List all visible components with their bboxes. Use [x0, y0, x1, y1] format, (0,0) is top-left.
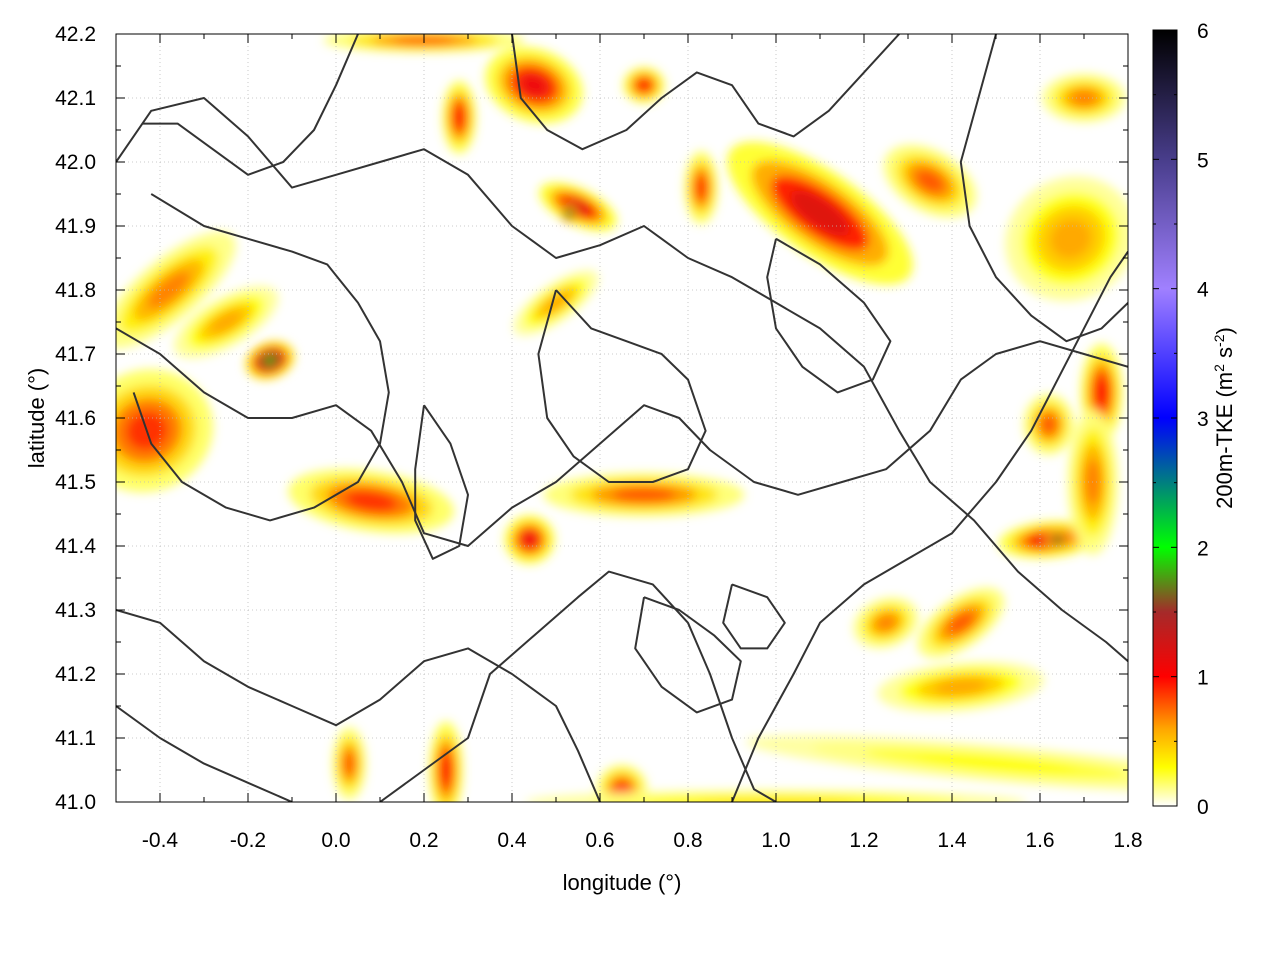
- colorbar-ticks: 0 1 2 3 4 5 6: [1153, 20, 1209, 819]
- contour-line-5: [731, 251, 1128, 802]
- y-tick-label: 41.1: [55, 727, 96, 750]
- x-tick-label: 0.6: [585, 829, 614, 852]
- tke-feature-24-layer-3: [934, 678, 988, 695]
- y-tick-label: 41.3: [55, 599, 96, 622]
- tke-feature-19-layer-3: [1053, 536, 1062, 543]
- tke-feature-15-layer-3: [521, 531, 538, 548]
- colorbar-tick-label: 4: [1197, 279, 1209, 302]
- x-tick-label: 1.8: [1113, 829, 1142, 852]
- contour-line-7: [959, 34, 1128, 343]
- tke-feature-16-layer-3: [612, 487, 676, 502]
- contour-line-3: [116, 705, 293, 802]
- tke-feature-13-layer-3: [209, 310, 243, 334]
- colorbar-tick-label: 2: [1197, 537, 1209, 560]
- y-tick-label: 42.0: [55, 151, 96, 174]
- x-axis: -0.4 -0.2 0.0 0.2 0.4 0.6 0.8 1.0 1.2 1.4 1.6 1.8: [142, 34, 1143, 852]
- x-axis-label: longitude (°): [563, 870, 682, 895]
- tke-feature-1-layer-3: [453, 105, 465, 129]
- tke-feature-6-layer-3: [790, 190, 850, 236]
- contour-line-9: [414, 404, 469, 560]
- contour-line-1: [116, 327, 1128, 547]
- y-tick-label: 42.2: [55, 23, 96, 46]
- contour-line-6: [511, 34, 900, 151]
- tke-feature-8-layer-3: [1050, 219, 1092, 259]
- contour-line-14: [142, 34, 359, 176]
- tke-feature-22-layer-3: [947, 611, 975, 634]
- tke-feature-21-layer-3: [1040, 414, 1057, 434]
- tke-heat-layer: [116, 34, 1128, 802]
- tke-feature-4-layer-3: [637, 79, 651, 91]
- tke-feature-20-layer-3: [1095, 377, 1109, 408]
- contour-line-11: [766, 237, 892, 394]
- y-tick-label: 41.9: [55, 215, 96, 238]
- colorbar-label: 200m-TKE (m2 s-2): [1211, 327, 1237, 509]
- colorbar-tick-label: 5: [1197, 149, 1209, 172]
- y-tick-label: 41.7: [55, 343, 96, 366]
- colorbar-tick-label: 6: [1197, 20, 1209, 43]
- x-tick-label: -0.2: [230, 829, 266, 852]
- colorbar-tick-label: 3: [1197, 408, 1209, 431]
- contour-line-13: [722, 583, 786, 650]
- tke-feature-2-layer-3: [565, 199, 591, 215]
- x-tick-label: 0.0: [321, 829, 350, 852]
- tke-feature-12-layer-3: [262, 354, 278, 367]
- y-tick-label: 41.2: [55, 663, 96, 686]
- x-tick-label: 1.2: [849, 829, 878, 852]
- colorbar: 0 1 2 3 4 5 6 200m-TKE (m2 s-2): [1152, 20, 1237, 819]
- x-tick-label: 0.8: [673, 829, 702, 852]
- y-tick-label: 41.5: [55, 471, 96, 494]
- y-tick-label: 41.4: [55, 535, 96, 558]
- x-tick-label: 1.4: [937, 829, 967, 852]
- tke-feature-7-layer-3: [915, 169, 945, 193]
- tke-feature-29-layer-3: [917, 754, 1075, 773]
- tke-feature-23-layer-3: [875, 614, 897, 631]
- terrain-contours: [116, 34, 1128, 802]
- x-tick-label: 1.0: [761, 829, 790, 852]
- x-tick-label: 0.4: [497, 829, 527, 852]
- tke-feature-0-layer-3: [518, 73, 550, 98]
- colorbar-tick-label: 1: [1197, 667, 1209, 690]
- contour-line-8: [132, 193, 390, 522]
- y-axis-label: latitude (°): [24, 368, 49, 469]
- tke-feature-3-layer-3: [566, 210, 572, 217]
- x-tick-label: 1.6: [1025, 829, 1054, 852]
- x-tick-label: 0.2: [409, 829, 438, 852]
- contour-line-12: [634, 596, 742, 714]
- contour-line-10: [537, 289, 707, 483]
- tke-feature-5-layer-3: [695, 176, 707, 200]
- y-tick-label: 42.1: [55, 87, 96, 110]
- y-axis: 41.0 41.1 41.2 41.3 41.4 41.5 41.6 41.7 41.8 41.9…: [55, 23, 1128, 814]
- contour-line-4: [379, 570, 777, 802]
- contour-line-0: [116, 97, 1128, 662]
- tke-feature-14-layer-3: [345, 491, 398, 512]
- y-tick-label: 41.6: [55, 407, 96, 430]
- y-tick-label: 41.0: [55, 791, 96, 814]
- tke-feature-26-layer-3: [343, 752, 355, 776]
- colorbar-tick-label: 0: [1197, 796, 1209, 819]
- tke-feature-25-layer-3: [440, 754, 452, 786]
- x-tick-label: -0.4: [142, 829, 179, 852]
- y-tick-label: 41.8: [55, 279, 96, 302]
- contour-line-2: [116, 609, 601, 802]
